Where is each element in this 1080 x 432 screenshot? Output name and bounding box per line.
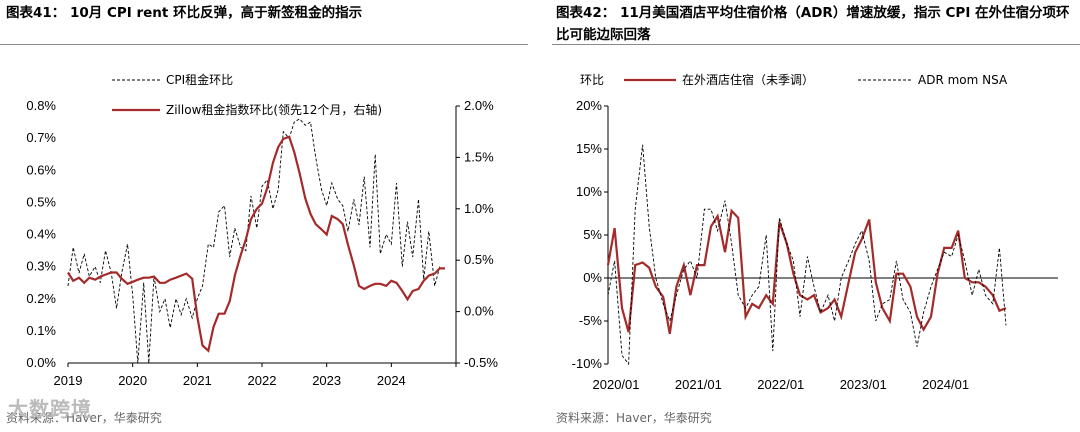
right-y-tick-label: -5%	[579, 313, 603, 328]
left-series-zillow-line	[67, 135, 445, 353]
left-legend-label-cpi: CPI租金环比	[166, 72, 233, 87]
right-series-hotel-line	[606, 208, 1007, 335]
left-x-tick-label: 2020	[118, 373, 147, 388]
left-right-y-tick-label: 0.5%	[464, 252, 494, 267]
right-y-tick-label: 15%	[576, 141, 602, 156]
right-y-tick-label: 0%	[583, 270, 602, 285]
left-figure-title: 图表41： 10月 CPI rent 环比反弹，高于新签租金的指示	[6, 5, 363, 21]
left-x-tick-label: 2022	[248, 373, 277, 388]
left-x-tick-label: 2023	[312, 373, 341, 388]
left-y-tick-label: 0.2%	[26, 291, 56, 306]
left-y-tick-label: 0.6%	[26, 162, 56, 177]
left-right-y-tick-label: 1.0%	[464, 201, 494, 216]
right-title-rule	[552, 44, 1080, 45]
right-figure-title: 图表42： 11月美国酒店平均住宿价格（ADR）增速放缓，指示 CPI 在外住宿…	[556, 5, 1070, 43]
left-legend-label-zillow: Zillow租金指数环比(领先12个月，右轴)	[166, 102, 382, 117]
right-x-tick-label: 2021/01	[675, 377, 722, 392]
left-series-cpi-rent-line	[67, 118, 441, 364]
right-x-tick-label: 2022/01	[757, 377, 804, 392]
left-right-y-tick-label: 0.0%	[464, 304, 494, 319]
left-y-tick-label: 0.4%	[26, 227, 56, 242]
left-y-tick-label: 0.3%	[26, 259, 56, 274]
left-right-y-tick-label: 1.5%	[464, 149, 494, 164]
watermark: 大数跨境	[8, 397, 92, 421]
right-y-tick-label: 10%	[576, 184, 602, 199]
right-y-axis-label: 环比	[580, 73, 604, 87]
left-title-rule	[0, 44, 528, 45]
right-y-tick-label: 5%	[583, 227, 602, 242]
left-y-tick-label: 0.0%	[26, 355, 56, 370]
left-y-tick-label: 0.8%	[26, 98, 56, 113]
left-x-tick-label: 2021	[183, 373, 212, 388]
left-right-y-tick-label: 2.0%	[464, 98, 494, 113]
left-right-y-tick-label: -0.5%	[464, 355, 498, 370]
left-y-tick-label: 0.1%	[26, 323, 56, 338]
right-x-tick-label: 2023/01	[840, 377, 887, 392]
right-legend-label-hotel: 在外酒店住宿（未季调）	[682, 72, 814, 87]
right-x-tick-label: 2024/01	[922, 377, 969, 392]
left-source-note: 资料来源：Haver，华泰研究	[6, 411, 162, 425]
left-x-tick-label: 2024	[377, 373, 406, 388]
right-y-tick-label: 20%	[576, 98, 602, 113]
left-y-tick-label: 0.5%	[26, 194, 56, 209]
right-series-adr-line	[607, 144, 1007, 366]
right-legend-label-adr: ADR mom NSA	[918, 73, 1008, 87]
right-x-tick-label: 2020/01	[593, 377, 640, 392]
right-source-note: 资料来源：Haver，华泰研究	[556, 411, 712, 425]
left-y-tick-label: 0.7%	[26, 130, 56, 145]
right-y-tick-label: -10%	[572, 356, 603, 371]
left-x-tick-label: 2019	[54, 373, 83, 388]
